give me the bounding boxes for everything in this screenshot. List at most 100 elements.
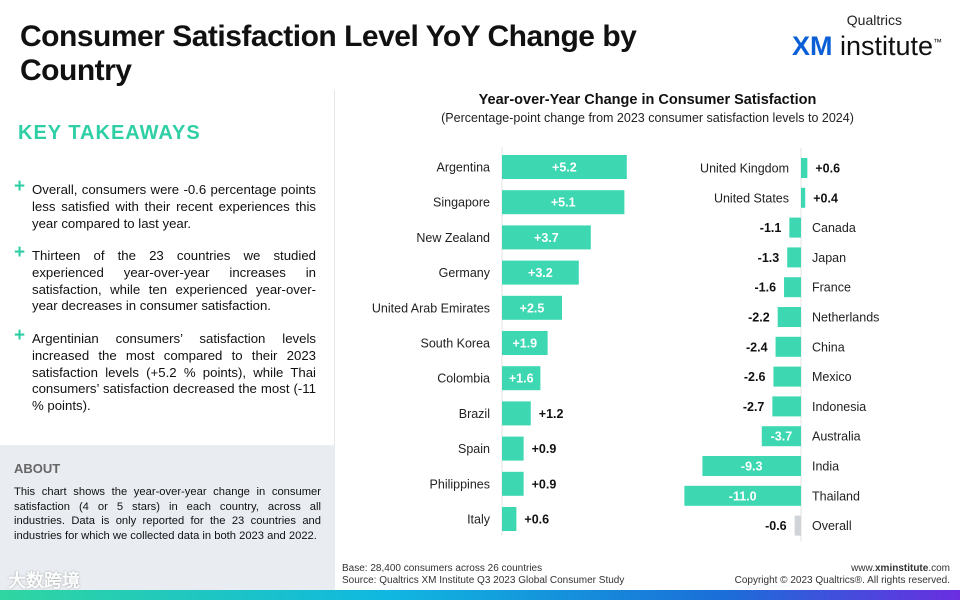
data-label: -2.2 xyxy=(748,311,770,325)
bar xyxy=(502,295,562,320)
category-label: Japan xyxy=(812,251,846,265)
category-label: Mexico xyxy=(812,370,852,384)
data-label: -1.6 xyxy=(754,281,776,295)
bar xyxy=(794,515,801,536)
url-bold: xminstitute xyxy=(874,563,929,574)
bar xyxy=(502,366,541,391)
category-label: Spain xyxy=(458,442,490,456)
data-label: -1.3 xyxy=(758,251,780,265)
category-label: Argentina xyxy=(436,161,490,175)
data-label: -9.3 xyxy=(741,460,763,474)
about-text: This chart shows the year-over-year chan… xyxy=(14,486,321,542)
bar xyxy=(502,436,524,461)
data-label: +0.9 xyxy=(532,442,557,456)
watermark: 大数跨境 xyxy=(8,571,80,591)
bar xyxy=(502,225,591,250)
bar xyxy=(684,485,801,506)
qualtrics-xm-institute-logo: Qualtrics XM institute™ xyxy=(792,12,942,60)
category-label: United Arab Emirates xyxy=(372,301,490,315)
category-label: France xyxy=(812,281,851,295)
plus-icon: + xyxy=(14,176,26,197)
bar xyxy=(777,307,801,327)
key-takeaways-heading: KEY TAKEAWAYS xyxy=(18,122,201,144)
bar xyxy=(502,155,627,179)
about-heading: ABOUT xyxy=(14,461,61,476)
data-label: -2.6 xyxy=(744,370,766,384)
bar xyxy=(502,401,531,426)
data-label: +5.2 xyxy=(552,161,577,175)
plus-icon: + xyxy=(14,325,26,346)
takeaway-item: + Overall, consumers were -0.6 percentage… xyxy=(14,176,316,232)
bar xyxy=(702,456,801,476)
category-label: New Zealand xyxy=(416,231,490,245)
bar xyxy=(761,426,801,447)
category-label: Overall xyxy=(812,519,852,533)
takeaway-item: + Argentinian consumers’ satisfaction lev… xyxy=(14,325,316,415)
data-label: +5.1 xyxy=(551,196,576,210)
category-label: Brazil xyxy=(459,407,490,421)
category-label: Singapore xyxy=(433,196,490,210)
category-label: Netherlands xyxy=(812,311,879,325)
data-label: -11.0 xyxy=(729,489,757,503)
takeaway-text: Thirteen of the 23 countries we studied … xyxy=(32,248,316,314)
chart-subtitle: (Percentage-point change from 2023 consu… xyxy=(441,111,854,125)
category-label: India xyxy=(812,460,839,474)
bar xyxy=(502,190,625,215)
takeaway-text: Argentinian consumers’ satisfaction leve… xyxy=(32,331,316,414)
data-label: -2.4 xyxy=(746,340,768,354)
data-label: +0.4 xyxy=(813,191,838,205)
takeaway-item: + Thirteen of the 23 countries we studied… xyxy=(14,242,316,315)
data-label: -1.1 xyxy=(760,221,782,235)
data-label: +1.2 xyxy=(539,407,564,421)
data-label: +0.6 xyxy=(524,513,549,527)
data-label: -0.6 xyxy=(765,519,787,533)
category-label: United Kingdom xyxy=(700,162,789,176)
data-label: -3.7 xyxy=(771,430,793,444)
category-label: Germany xyxy=(439,266,491,280)
data-label: +1.6 xyxy=(509,372,534,386)
data-label: +3.2 xyxy=(528,266,553,280)
bar xyxy=(502,507,517,531)
about-section: ABOUT This chart shows the year-over-yea… xyxy=(0,445,335,590)
bar xyxy=(801,158,808,178)
category-label: Indonesia xyxy=(812,400,866,414)
bar xyxy=(784,277,801,298)
url-post: .com xyxy=(928,563,950,574)
url-pre: www. xyxy=(851,563,875,574)
data-label: +0.9 xyxy=(532,477,557,491)
logo-institute: institute xyxy=(832,31,933,61)
data-label: +1.9 xyxy=(512,337,537,351)
takeaways-panel: KEY TAKEAWAYS + Overall, consumers were -… xyxy=(0,90,335,590)
bar xyxy=(775,336,801,357)
bar xyxy=(801,187,806,208)
data-label: +2.5 xyxy=(520,301,545,315)
category-label: Canada xyxy=(812,221,856,235)
copyright: Copyright © 2023 Qualtrics®. All rights … xyxy=(734,575,950,586)
base-note: Base: 28,400 consumers across 26 countri… xyxy=(342,563,543,574)
source-note: Source: Qualtrics XM Institute Q3 2023 G… xyxy=(342,575,625,586)
footer-notes: Base: 28,400 consumers across 26 countri… xyxy=(342,563,624,587)
category-label: South Korea xyxy=(421,337,491,351)
plus-icon: + xyxy=(14,242,26,263)
bar xyxy=(502,260,579,285)
logo-tm: ™ xyxy=(933,37,942,47)
category-label: China xyxy=(812,340,845,354)
category-label: Thailand xyxy=(812,489,860,503)
logo-xm: XM xyxy=(791,31,833,61)
category-label: Philippines xyxy=(430,477,490,491)
bar xyxy=(502,471,524,496)
bar xyxy=(787,247,801,268)
data-label: +3.7 xyxy=(534,231,559,245)
logo-top: Qualtrics xyxy=(846,12,902,28)
footer-right: www.xminstitute.com Copyright © 2023 Qua… xyxy=(735,563,950,587)
takeaway-text: Overall, consumers were -0.6 percentage … xyxy=(32,182,316,231)
bottom-gradient-bar xyxy=(0,590,960,600)
category-label: United States xyxy=(714,191,789,205)
chart-title: Year-over-Year Change in Consumer Satisf… xyxy=(478,92,817,108)
bar xyxy=(789,217,801,238)
category-label: Italy xyxy=(467,513,491,527)
data-label: -2.7 xyxy=(743,400,765,414)
page-title: Consumer Satisfaction Level YoY Change b… xyxy=(20,20,637,87)
bar xyxy=(772,396,801,417)
